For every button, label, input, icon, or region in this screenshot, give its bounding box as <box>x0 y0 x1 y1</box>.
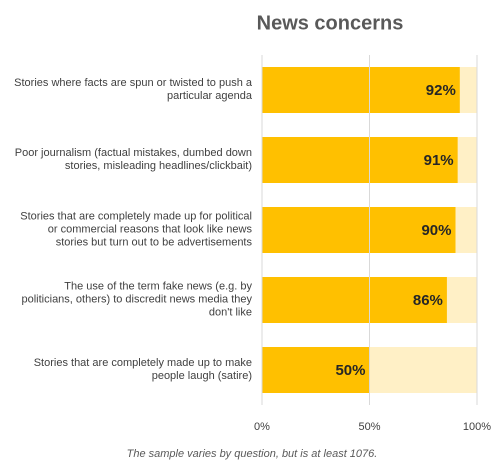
chart-title: News concerns <box>257 12 404 34</box>
bar <box>262 137 458 183</box>
category-label: Stories that are completely made up for … <box>20 210 252 249</box>
category-label: The use of the term fake news (e.g. by p… <box>21 280 253 319</box>
category-label: Stories that are completely made up to m… <box>33 357 252 382</box>
bar <box>262 207 456 253</box>
value-label: 92% <box>426 82 456 99</box>
bar <box>262 67 460 113</box>
value-label: 90% <box>421 222 451 239</box>
value-label: 86% <box>413 292 443 309</box>
x-tick-label: 100% <box>463 421 491 433</box>
x-tick-label: 50% <box>358 421 380 433</box>
footnote: The sample varies by question, but is at… <box>127 448 378 460</box>
value-label: 50% <box>335 362 365 379</box>
x-tick-label: 0% <box>254 421 270 433</box>
value-label: 91% <box>424 152 454 169</box>
bar <box>262 347 370 393</box>
bar <box>262 277 447 323</box>
category-label: Poor journalism (factual mistakes, dumbe… <box>14 147 252 172</box>
category-label: Stories where facts are spun or twisted … <box>14 77 252 102</box>
